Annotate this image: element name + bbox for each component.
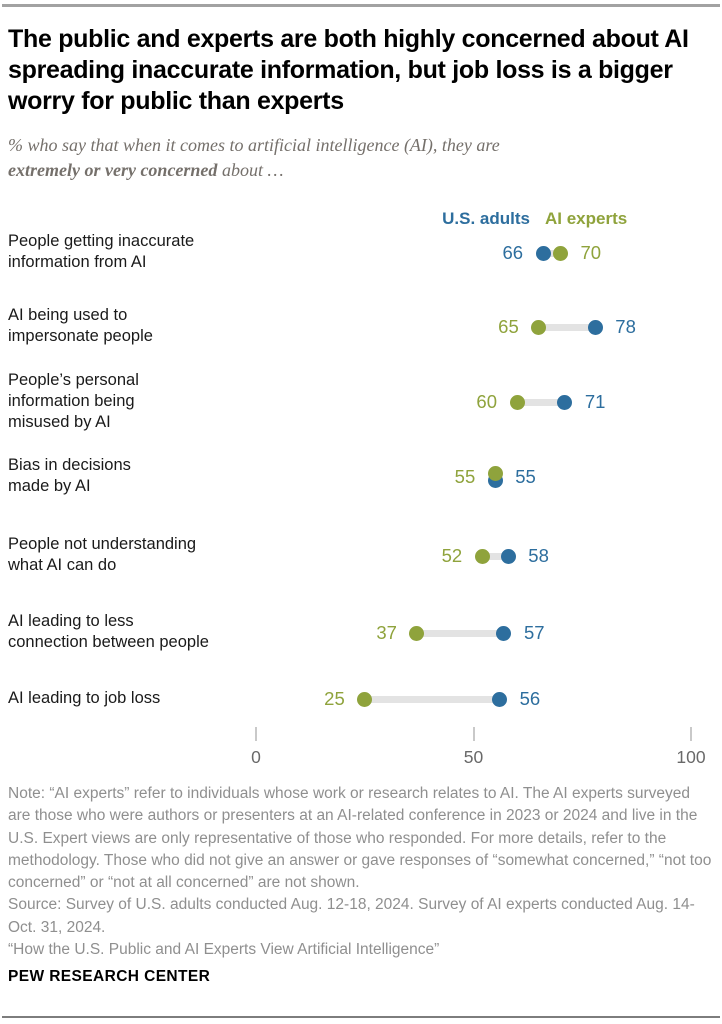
ai-experts-dot [409,625,425,641]
dumbbell-connector [517,398,565,406]
us-adults-value: 57 [523,622,545,643]
category-label: AI being used to impersonate people [8,305,256,347]
category-label-line: AI leading to job loss [8,688,161,707]
category-label-line: Bias in decisions [8,456,131,474]
category-label: People not understanding what AI can do [8,534,256,576]
ai-experts-value: 65 [498,316,519,337]
us-adults-dot [535,245,551,261]
category-label-line: misused by AI [8,412,111,431]
x-axis-tick-label: 50 [463,747,484,767]
dumbbell-connector [482,552,509,560]
ai-experts-dot [357,691,373,707]
footer-note: Note: “AI experts” refer to individuals … [8,785,712,892]
subtitle-line2-rest: about … [217,160,284,180]
dumbbell-connector [538,323,596,331]
ai-experts-dot [509,394,525,410]
category-label-line: information from AI [8,253,147,271]
us-adults-dot [492,691,508,707]
us-adults-dot [500,548,516,564]
chart-title: The public and experts are both highly c… [8,25,689,115]
ai-experts-dot [474,548,490,564]
ai-experts-value: 55 [454,466,476,487]
ai-experts-value: 60 [476,391,497,412]
us-adults-value: 66 [502,242,524,263]
bottom-divider [2,1016,720,1018]
x-axis-tick-label: 100 [676,747,706,767]
x-axis-tick [472,727,475,741]
legend-ai-experts: AI experts [545,209,628,228]
category-label-line: AI being used to [8,306,128,324]
category-label-line: connection between people [8,633,209,651]
ai-experts-value: 52 [441,545,463,566]
us-adults-dot [496,625,512,641]
category-label-line: People not understanding [8,535,197,553]
category-label: AI leading to less connection between peo… [8,611,256,653]
chart-footer: Note: “AI experts” refer to individuals … [8,783,714,961]
us-adults-value: 58 [528,545,549,566]
footer-source: Source: Survey of U.S. adults conducted … [8,896,695,936]
dumbbell-connector [416,629,504,637]
subtitle-emphasis: extremely or very concerned [8,160,218,180]
chart-subtitle: % who say that when it comes to artifici… [8,133,708,183]
ai-experts-value: 25 [324,688,345,709]
category-label-line: what AI can do [8,556,117,574]
legend-us-adults: U.S. adults [442,209,530,228]
category-label: AI leading to job loss [8,688,256,709]
us-adults-value: 78 [615,316,636,337]
x-axis-tick-label: 0 [251,747,261,767]
category-label: People’s personal information being misuse… [8,370,256,433]
category-label-line: People getting inaccurate [8,232,195,250]
pew-research-center-logo: PEW RESEARCH CENTER [8,968,211,985]
us-adults-value: 55 [515,466,536,487]
ai-experts-value: 70 [580,242,602,263]
footer-report-title: “How the U.S. Public and AI Experts View… [8,941,440,959]
us-adults-value: 71 [584,391,606,412]
ai-experts-dot [487,465,503,481]
category-label-line: People’s personal [8,370,139,389]
category-label: People getting inaccurate information fro… [8,231,256,273]
us-adults-dot [557,394,573,410]
top-divider [2,4,720,7]
dumbbell-chart: U.S. adults AI experts People getting in… [0,198,722,780]
us-adults-dot [587,319,603,335]
ai-experts-dot [553,245,568,261]
subtitle-line1: % who say that when it comes to artifici… [8,135,500,155]
category-label-line: made by AI [8,477,91,495]
category-label-line: impersonate people [8,327,153,345]
x-axis-tick [690,727,692,741]
category-label: Bias in decisions made by AI [8,455,256,497]
ai-experts-value: 37 [376,622,397,643]
dumbbell-connector [364,695,500,703]
us-adults-value: 56 [519,688,541,709]
ai-experts-dot [531,319,547,335]
dumbbell-connector [543,249,561,257]
category-label-line: information being [8,391,135,410]
x-axis-tick [255,727,257,741]
category-label-line: AI leading to less [8,612,134,630]
